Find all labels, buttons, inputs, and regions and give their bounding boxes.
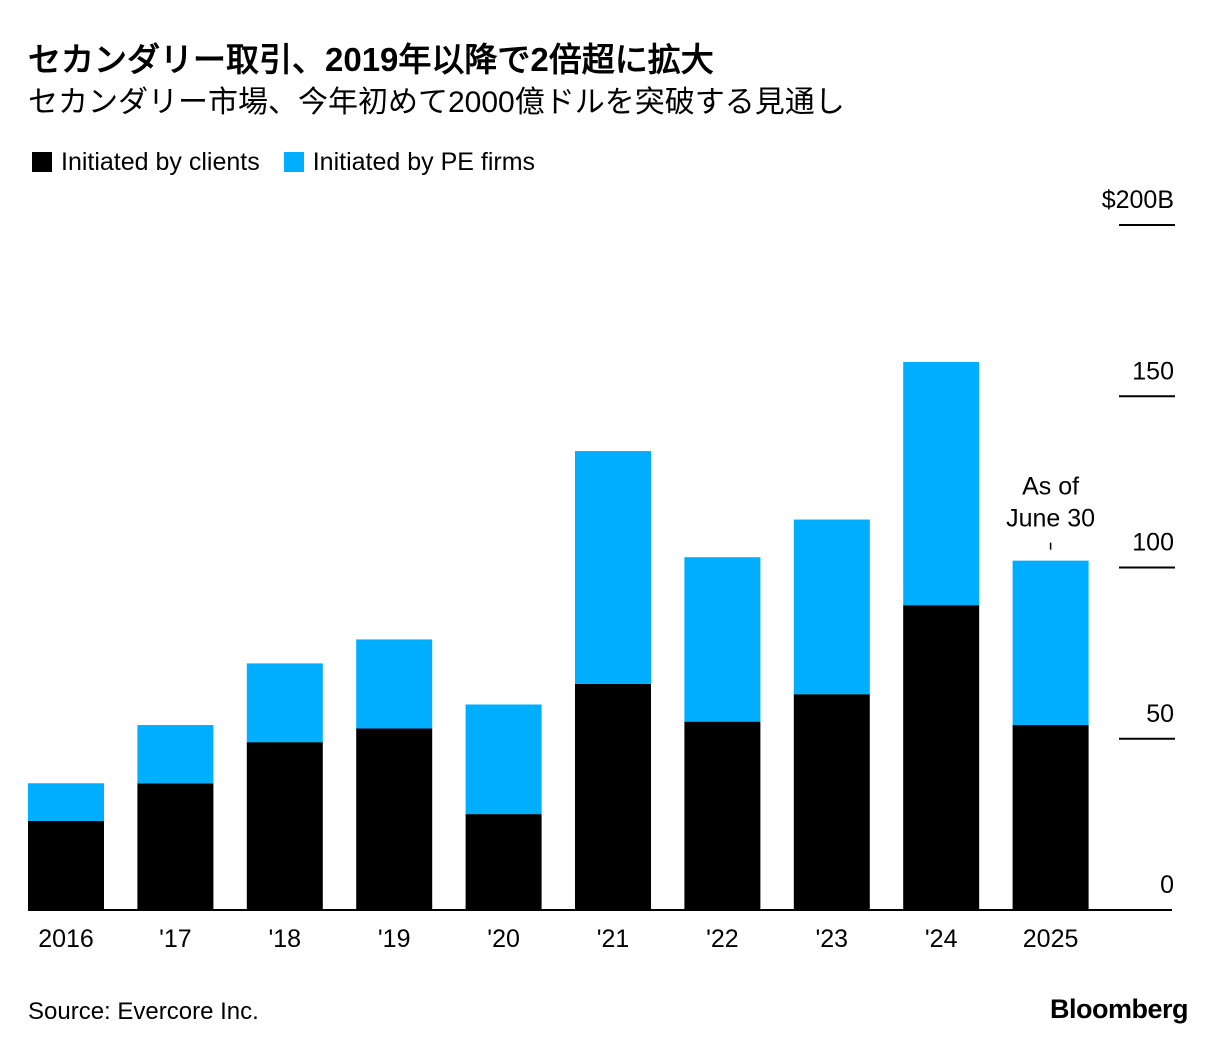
x-tick-label-1: '17 [159, 925, 192, 953]
bar-clients-3 [356, 728, 433, 910]
bar-clients-8 [903, 605, 980, 910]
bar-clients-6 [684, 721, 761, 910]
bar-clients-7 [793, 694, 870, 910]
bar-clients-0 [28, 820, 104, 910]
bar-pe-7 [793, 519, 870, 695]
bar-pe-6 [684, 557, 761, 722]
bar-clients-9 [1012, 725, 1089, 910]
legend: Initiated by clients Initiated by PE fir… [32, 146, 559, 178]
bar-clients-5 [575, 683, 651, 910]
y-tick-label-2: 100 [1132, 529, 1174, 557]
bar-clients-2 [246, 742, 323, 910]
x-tick-label-9: 2025 [1023, 925, 1079, 953]
legend-label-clients: Initiated by clients [61, 148, 260, 176]
x-tick-label-6: '22 [706, 925, 739, 953]
bar-pe-3 [356, 639, 433, 729]
legend-item-pe: Initiated by PE firms [283, 146, 536, 178]
legend-label-pe: Initiated by PE firms [312, 148, 536, 176]
x-axis: 2016 '17 '18 '19 '20 '21 '22 '23 '24 2025 [28, 909, 1172, 953]
bar-clients-1 [137, 783, 214, 910]
y-axis: 0 50 100 150 $200B [1102, 186, 1175, 899]
x-tick-label-7: '23 [816, 925, 849, 953]
legend-swatch-pe [283, 152, 304, 172]
x-tick-label-4: '20 [487, 925, 520, 953]
y-tick-label-4: $200B [1102, 186, 1174, 214]
bar-pe-9 [1012, 560, 1089, 726]
legend-item-clients: Initiated by clients [32, 146, 260, 178]
source-note: Source: Evercore Inc. [28, 998, 259, 1025]
bloomberg-logo: Bloomberg [1049, 994, 1189, 1024]
bar-pe-8 [903, 362, 980, 606]
x-tick-label-8: '24 [925, 925, 958, 953]
y-tick-label-0: 0 [1160, 871, 1174, 899]
legend-swatch-clients [32, 152, 52, 172]
x-tick-label-0: 2016 [38, 925, 94, 953]
annotation-line1: As of [1022, 473, 1079, 501]
annotation-line2: June 30 [1006, 505, 1095, 533]
chart-title: セカンダリー取引、2019年以降で2倍超に拡大 [28, 41, 714, 78]
bar-clients-4 [465, 814, 542, 910]
x-tick-label-3: '19 [378, 925, 411, 953]
bar-pe-5 [575, 451, 651, 684]
bar-pe-2 [246, 663, 323, 743]
y-tick-label-3: 150 [1132, 357, 1174, 385]
annotation-group: As of June 30 [1006, 473, 1095, 550]
bar-pe-0 [28, 783, 104, 821]
x-tick-label-5: '21 [597, 925, 630, 953]
bars-group [28, 362, 1089, 910]
y-tick-label-1: 50 [1146, 700, 1174, 728]
chart-subtitle: セカンダリー市場、今年初めて2000億ドルを突破する見通し [28, 86, 845, 119]
bar-pe-4 [465, 704, 542, 815]
x-tick-label-2: '18 [269, 925, 302, 953]
bar-pe-1 [137, 725, 214, 784]
